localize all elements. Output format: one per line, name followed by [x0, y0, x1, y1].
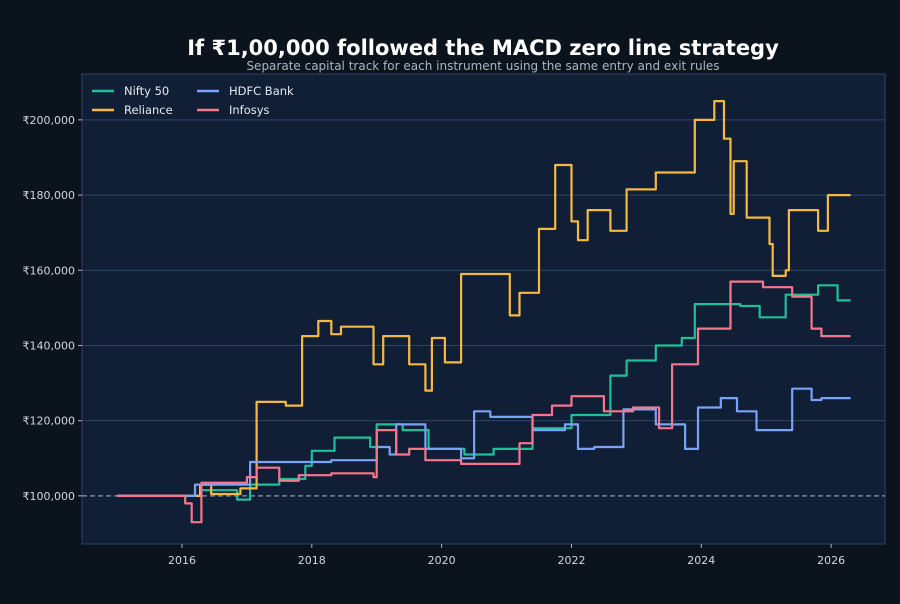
series-line-infosys [117, 280, 851, 524]
x-tick-label: 2018 [298, 554, 326, 567]
series-line-nifty-50 [117, 284, 851, 501]
y-tick-label: ₹160,000 [23, 264, 76, 277]
legend-label: Nifty 50 [124, 84, 169, 98]
y-tick-label: ₹200,000 [23, 114, 76, 127]
y-tick-label: ₹100,000 [23, 490, 76, 503]
chart-subtitle: Separate capital track for each instrume… [246, 59, 719, 73]
series-line-reliance [117, 100, 851, 497]
series-line-hdfc-bank [117, 387, 851, 497]
x-tick-label: 2024 [687, 554, 715, 567]
x-axis: 2016 2018 2020 2022 2024 2026 [168, 544, 845, 567]
y-axis: ₹100,000 ₹120,000 ₹140,000 ₹160,000 ₹180,000… [23, 114, 82, 503]
grid-lines [82, 119, 885, 422]
x-tick-label: 2022 [557, 554, 585, 567]
y-tick-label: ₹180,000 [23, 189, 76, 202]
legend: Nifty 50 Reliance HDFC Bank Infosys [92, 84, 294, 117]
x-tick-label: 2020 [428, 554, 456, 567]
legend-label: Reliance [124, 103, 173, 117]
chart-title: If ₹1,00,000 followed the MACD zero line… [187, 36, 779, 60]
plot-area [81, 73, 886, 545]
series-lines [117, 100, 851, 524]
y-tick-label: ₹120,000 [23, 415, 76, 428]
x-tick-label: 2026 [817, 554, 845, 567]
y-tick-label: ₹140,000 [23, 339, 76, 352]
legend-label: Infosys [229, 103, 270, 117]
x-tick-label: 2016 [168, 554, 196, 567]
legend-label: HDFC Bank [229, 84, 294, 98]
